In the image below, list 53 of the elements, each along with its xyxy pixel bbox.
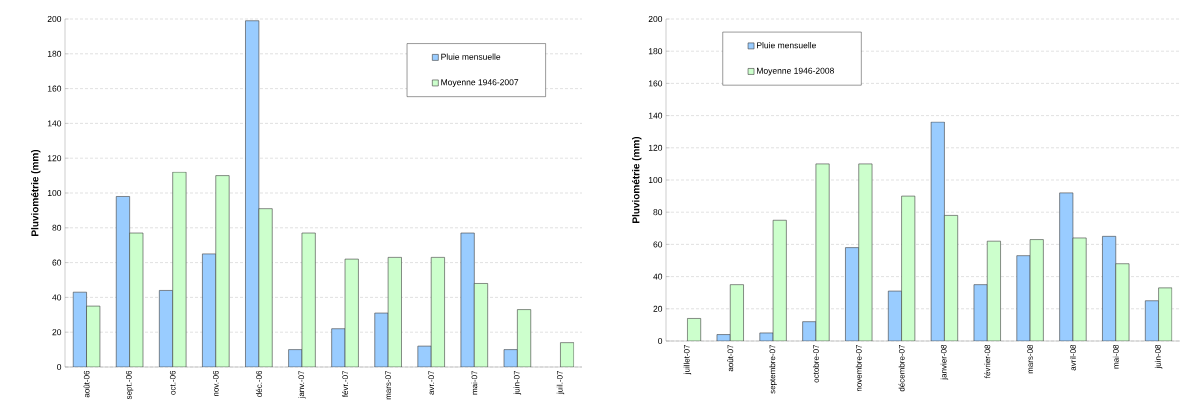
x-tick-label: avr.-07	[428, 370, 435, 395]
y-tick-label: 40	[653, 273, 663, 280]
y-tick-label: 80	[653, 209, 663, 216]
x-tick-label: août-06	[83, 370, 90, 398]
x-tick-label: sept.-06	[126, 370, 134, 400]
y-tick-label: 140	[47, 120, 62, 127]
x-tick-label: août-07	[727, 344, 734, 372]
y-tick-label: 200	[47, 16, 62, 23]
x-tick-label: oct.-06	[169, 370, 176, 395]
y-tick-label: 180	[47, 50, 62, 57]
y-tick-label: 60	[52, 259, 62, 266]
x-tick-label: juin-07	[513, 370, 522, 395]
x-tick-label: septembre-07	[769, 344, 777, 394]
legend-label: Moyenne 1946-2007	[441, 79, 519, 87]
y-axis-title: Pluviométrie (mm)	[632, 136, 642, 223]
y-tick-label: 120	[47, 155, 62, 162]
x-tick-label: février-08	[984, 344, 991, 379]
x-tick-label: mai-08	[1112, 344, 1119, 369]
y-axis-title: Pluviométrie (mm)	[31, 149, 41, 236]
x-tick-label: mars-08	[1027, 344, 1033, 374]
y-tick-label: 180	[648, 48, 663, 55]
x-tick-label: juillet-07	[683, 344, 692, 375]
y-tick-label: 120	[648, 144, 663, 151]
y-tick-label: 40	[52, 294, 62, 301]
x-tick-label: févr.-07	[342, 370, 349, 398]
y-tick-label: 20	[52, 329, 62, 336]
x-tick-label: nov.-06	[212, 370, 219, 397]
y-tick-label: 100	[648, 177, 663, 184]
y-tick-label: 200	[648, 16, 663, 23]
x-tick-label: décembre-07	[898, 344, 905, 392]
x-tick-label: novembre-07	[855, 344, 862, 392]
x-tick-label: mai-07	[471, 370, 478, 395]
legend-label: Moyenne 1946-2008	[757, 67, 834, 76]
x-tick-label: avril-08	[1069, 344, 1076, 371]
y-tick-label: 160	[648, 80, 663, 87]
y-tick-label: 0	[658, 338, 663, 344]
x-tick-label: juil.-07	[556, 370, 565, 395]
legend-label: Pluie mensuelle	[757, 42, 816, 49]
x-tick-label: octobre-07	[812, 344, 819, 383]
x-tick-label: juin-08	[1154, 344, 1163, 369]
x-tick-label: mars-07	[385, 370, 391, 400]
x-tick-label: janv.-07	[298, 370, 306, 399]
x-tick-label: déc.-06	[255, 370, 262, 397]
y-tick-label: 60	[653, 241, 663, 248]
y-tick-label: 140	[648, 112, 663, 119]
y-tick-label: 160	[47, 85, 62, 92]
x-tick-label: janvier-08	[940, 344, 949, 380]
bar	[215, 175, 230, 367]
y-tick-label: 80	[52, 224, 62, 231]
y-tick-label: 20	[653, 305, 663, 312]
y-tick-label: 0	[57, 364, 62, 370]
legend-label: Pluie mensuelle	[441, 53, 501, 60]
y-tick-label: 100	[47, 190, 62, 196]
